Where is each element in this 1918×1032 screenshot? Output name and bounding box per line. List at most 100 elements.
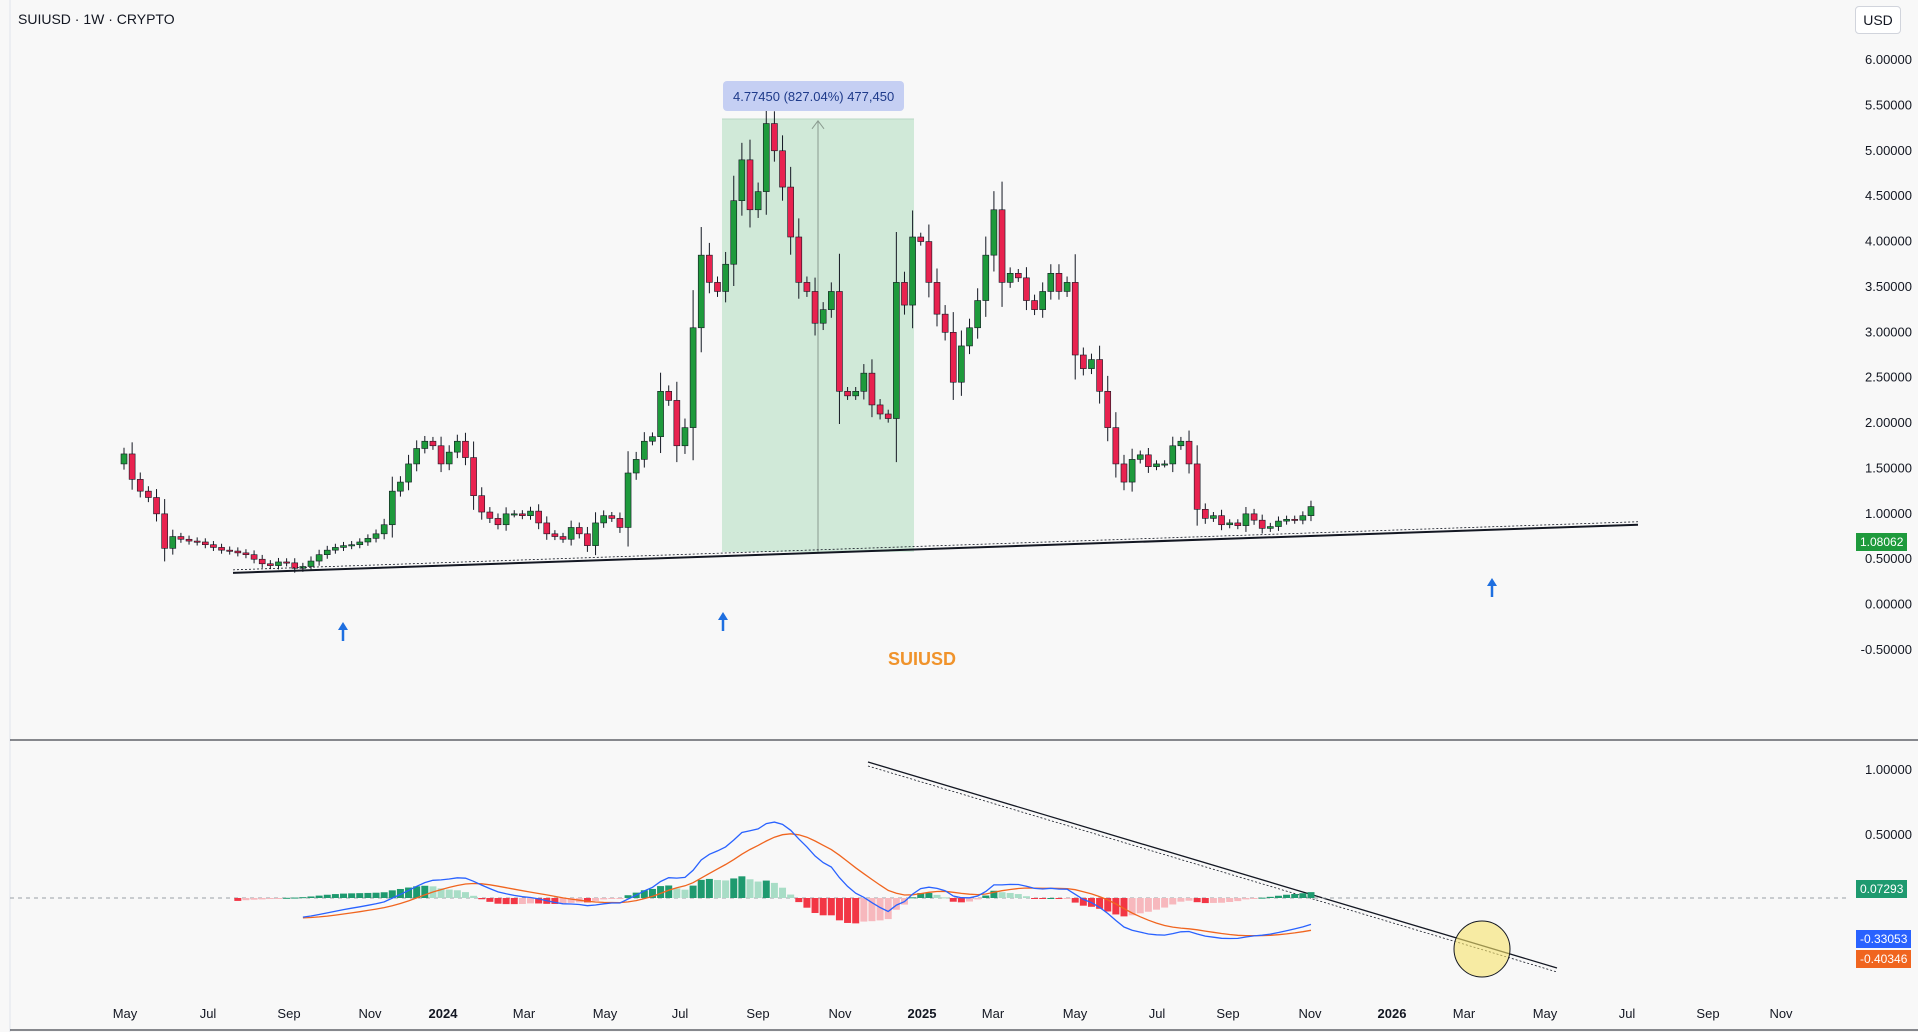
time-axis-label: Sep [746,1006,769,1021]
currency-button[interactable]: USD [1855,6,1901,34]
candle-body [966,327,973,347]
macd-histogram-bar [1258,897,1266,899]
macd-axis-label: 1.00000 [1865,762,1912,777]
candle-body [1242,513,1250,526]
candle-body [323,549,331,555]
candle-body [828,291,835,310]
macd-axis[interactable]: 1.00000 0.50000 [1865,762,1912,842]
time-axis[interactable]: May Jul Sep Nov 2024 Mar May Jul Sep Nov 2025 Mar Ma… [113,1006,1793,1021]
candle-body [779,150,786,188]
up-arrow-icon [338,622,348,641]
candle-body [1023,277,1030,301]
candle-body [836,291,843,392]
macd-histogram-bar [917,893,925,898]
price-axis-label: -0.50000 [1861,642,1912,657]
macd-histogram-bar [941,897,949,899]
chart-background [12,0,1918,1032]
candle-body [730,200,738,265]
candle-body [380,524,388,535]
candle-body [478,495,486,513]
macd-histogram-bar [819,898,827,916]
measure-label: 4.77450 (827.04%) 477,450 [723,81,905,111]
candle-body [803,282,811,292]
candle-body [1006,273,1014,283]
macd-histogram-bar [1242,898,1250,900]
candle-body [933,282,941,315]
candle-body [1112,427,1120,465]
candle-body [1193,463,1201,510]
macd-resistance-trendline[interactable] [867,761,1558,969]
candle-body [169,536,177,549]
macd-histogram-bar [234,898,242,901]
macd-histogram-bar [502,898,510,905]
candle-body [1161,463,1168,466]
candle-body [315,554,323,562]
macd-histogram-bar [681,889,689,898]
macd-histogram-bar [1136,898,1144,914]
macd-histogram-bar [470,895,478,898]
macd-histogram-bar [966,898,974,902]
macd-histogram-bar [1039,898,1047,899]
candle-body [1136,454,1144,460]
candle-body [860,372,868,392]
macd-histogram-bar [461,892,469,898]
candle-body [437,445,445,465]
candle-body [649,436,656,442]
macd-histogram-bar [1112,898,1120,915]
time-axis-label: Sep [277,1006,300,1021]
macd-histogram-bar [852,898,860,924]
candle-body [641,440,648,460]
histogram-value-badge: 0.07293 [1856,880,1908,898]
macd-histogram-bar [1218,898,1226,903]
time-axis-label: Jul [1619,1006,1636,1021]
macd-histogram-bar [583,898,591,903]
candle-body [844,391,851,397]
candlestick-series [120,96,1315,573]
candle-body [738,159,746,201]
macd-histogram-bar [1177,898,1185,902]
price-axis[interactable]: 6.00000 5.50000 5.00000 4.50000 4.00000 3.500… [1861,52,1912,657]
macd-histogram-bar [1153,898,1161,910]
macd-histogram-bar [250,898,258,900]
price-axis-label: 5.50000 [1865,97,1912,112]
measure-box[interactable] [722,118,914,552]
candle-body [901,282,908,306]
time-axis-label: Nov [1298,1006,1322,1021]
macd-histogram-bar [803,898,811,908]
candle-body [1096,359,1103,392]
macd-histogram-bar [1193,898,1201,903]
macd-histogram-bar [1185,898,1193,901]
macd-histogram-bar [380,892,388,898]
macd-histogram-bar [648,888,656,898]
candle-body [454,440,461,453]
macd-histogram-bar [1299,893,1307,898]
support-trendline[interactable] [232,523,1639,574]
trendlines[interactable] [232,521,1639,973]
candle-body [1258,519,1266,529]
macd-histogram-bar [868,898,876,922]
macd-histogram-bar [486,898,494,902]
candle-body [1080,354,1087,369]
candle-body [754,191,762,211]
macd-histogram-bar [730,878,738,898]
candle-body [559,536,567,540]
macd-histogram-bar [283,897,291,899]
macd-histogram-bar [876,898,884,921]
candle-body [771,123,778,152]
time-axis-label: Jul [200,1006,217,1021]
symbol-title: SUIUSD · 1W · CRYPTO [18,11,175,27]
time-axis-label: Sep [1216,1006,1239,1021]
candle-body [1169,445,1177,465]
price-axis-label: 1.50000 [1865,460,1912,475]
candle-body [291,562,299,569]
macd-histogram-bar [567,898,575,903]
macd-histogram-bar [1291,894,1299,898]
macd-histogram-bar [762,880,770,898]
price-axis-label: 6.00000 [1865,52,1912,67]
time-axis-label: May [1533,1006,1558,1021]
macd-line [302,821,1312,940]
time-axis-label: 2026 [1378,1006,1407,1021]
price-axis-label: 4.50000 [1865,188,1912,203]
measure-arrowhead [811,119,825,130]
